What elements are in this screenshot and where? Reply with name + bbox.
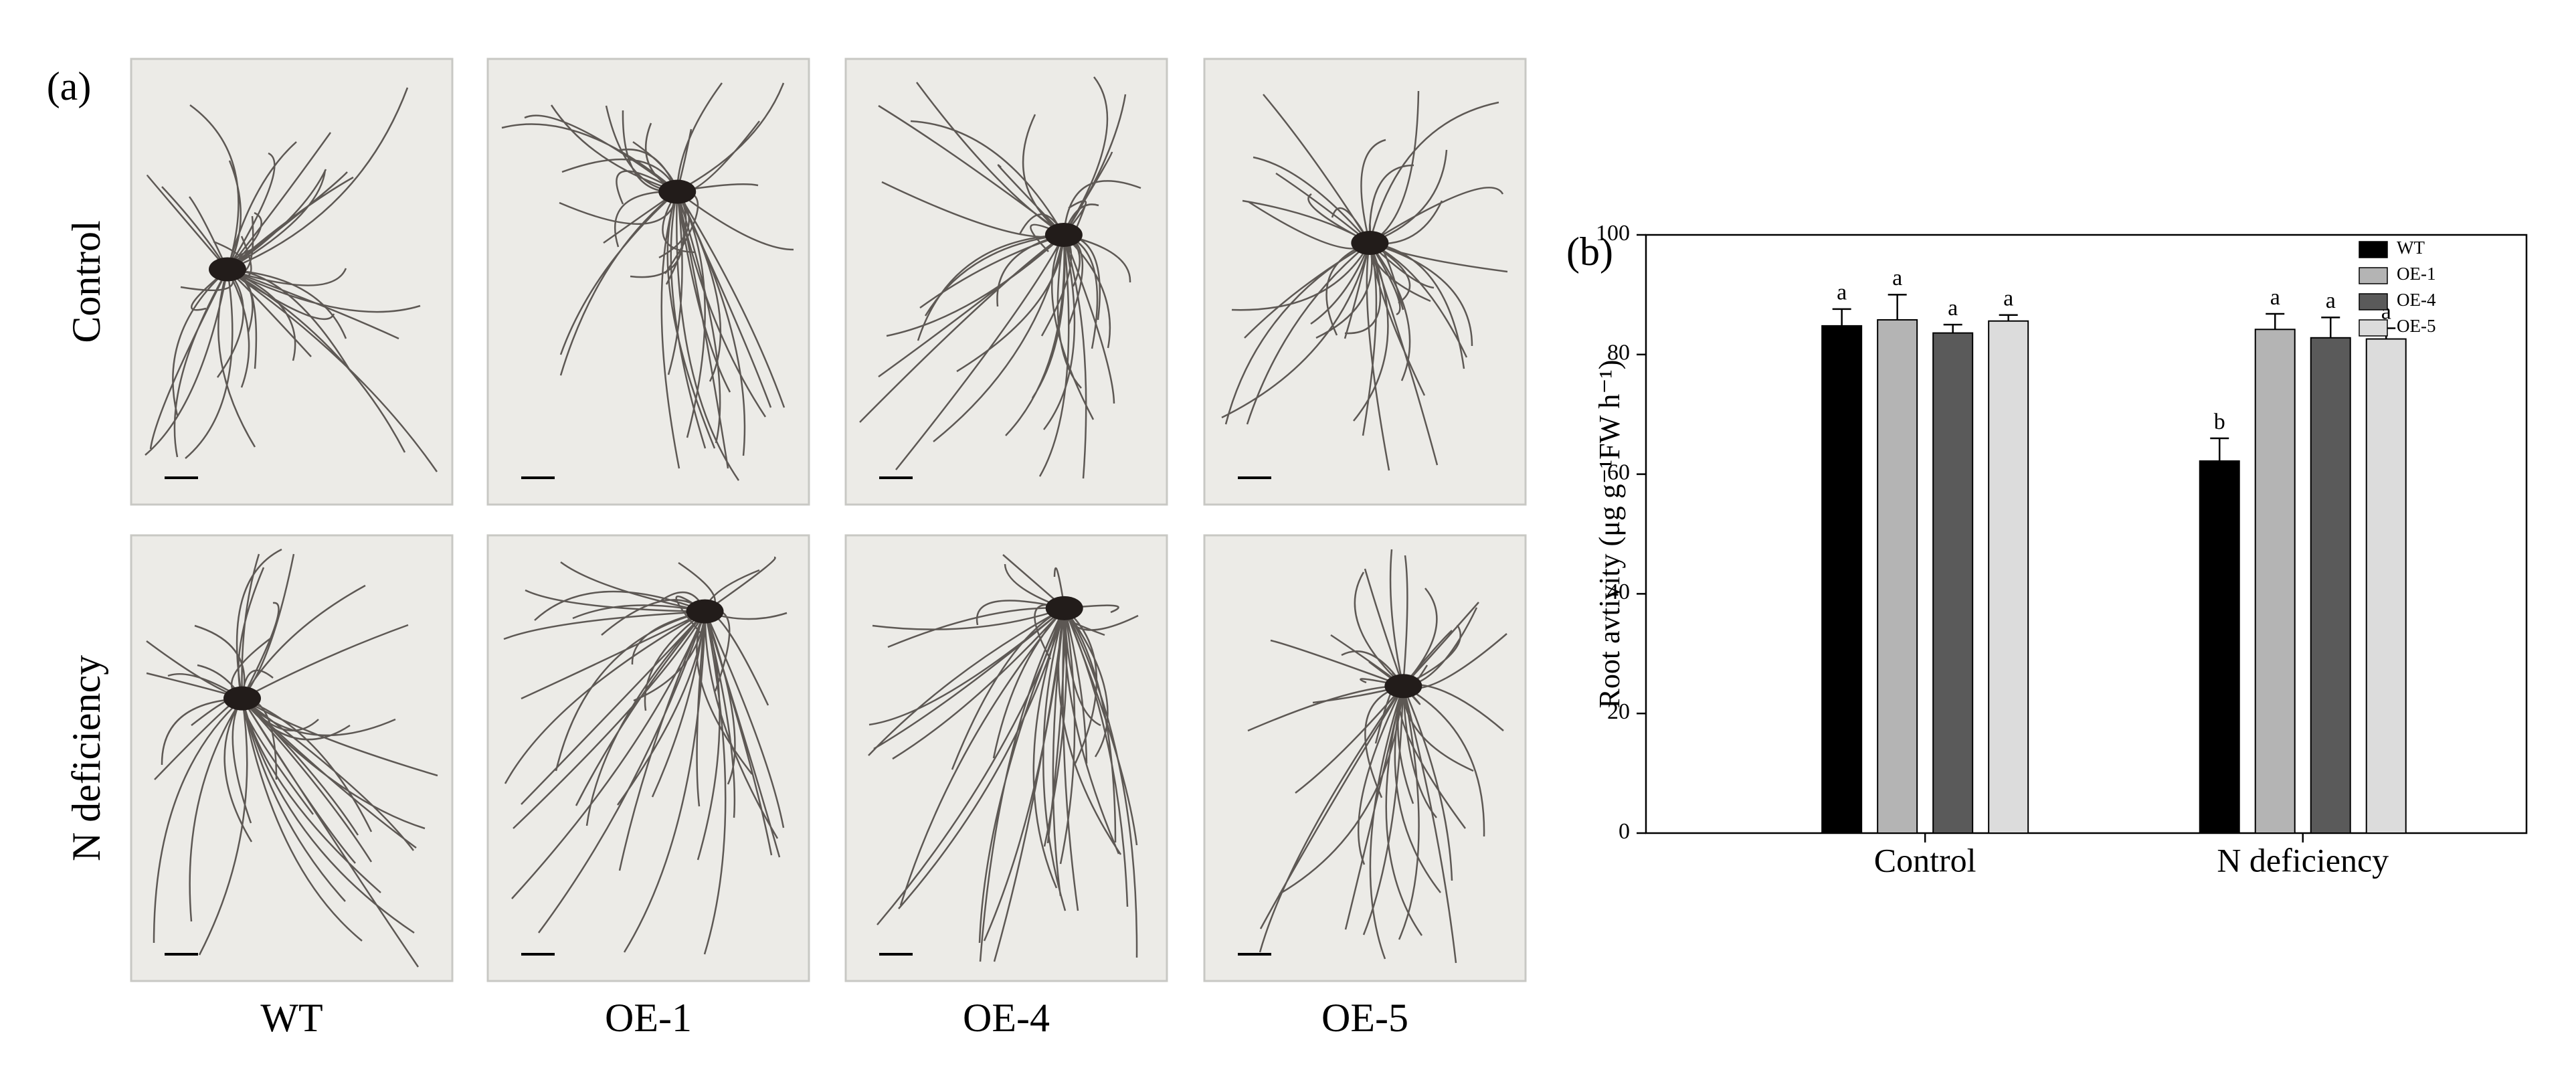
root-photo — [130, 534, 454, 982]
photo-grid — [130, 58, 1527, 982]
y-tick-label: 80 — [1607, 341, 1630, 365]
y-tick-label: 0 — [1619, 819, 1630, 844]
error-bar — [1943, 323, 1962, 333]
legend-swatch — [2359, 319, 2388, 337]
error-bar — [2266, 313, 2285, 330]
legend-swatch — [2359, 293, 2388, 310]
legend-label: OE-4 — [2397, 290, 2436, 310]
bar — [2310, 337, 2351, 834]
legend-label: OE-5 — [2397, 316, 2435, 336]
error-bar — [2210, 437, 2229, 461]
panel-label: (a) — [47, 64, 92, 108]
bar — [1988, 320, 2029, 834]
row-label: Control — [64, 220, 108, 343]
roots — [145, 87, 438, 472]
x-tick-label: Control — [1874, 841, 1976, 879]
plot-frame — [1645, 234, 2528, 834]
roots — [503, 556, 788, 955]
column-label: OE-4 — [963, 996, 1050, 1040]
error-bar — [1888, 294, 1907, 320]
panel-label: (b) — [1566, 230, 1613, 274]
bar — [2199, 460, 2240, 834]
legend-swatch — [2359, 267, 2388, 284]
roots — [1247, 549, 1507, 964]
column-label: OE-1 — [605, 996, 692, 1040]
significance-letter: a — [2003, 286, 2013, 311]
row-label: N deficiency — [64, 655, 108, 861]
legend-label: WT — [2397, 238, 2425, 258]
root-photo — [486, 58, 810, 506]
root-base — [1384, 674, 1422, 699]
bar — [1877, 319, 1918, 834]
significance-letter: a — [2270, 285, 2280, 310]
y-axis-label: Root avtivity (μg g⁻¹FW h⁻¹) — [1593, 360, 1626, 709]
bar — [1821, 325, 1863, 834]
roots — [501, 82, 794, 481]
y-tick-label: 40 — [1607, 579, 1630, 604]
significance-letter: a — [1892, 266, 1902, 290]
root-base — [1045, 596, 1083, 620]
column-label: WT — [260, 996, 323, 1040]
bar — [2254, 329, 2296, 834]
root-photo — [1203, 58, 1527, 506]
root-base — [658, 179, 697, 204]
roots — [868, 554, 1139, 962]
y-tick-label: 20 — [1607, 699, 1630, 724]
legend-swatch — [2359, 241, 2388, 258]
error-bar — [2321, 317, 2340, 338]
root-photo — [1203, 534, 1527, 982]
legend-label: OE-1 — [2397, 264, 2435, 284]
root-base — [1351, 230, 1389, 255]
significance-letter: a — [1837, 280, 1847, 305]
root-base — [223, 686, 261, 711]
root-base — [1044, 223, 1083, 248]
root-base — [209, 257, 247, 282]
bar — [2365, 338, 2407, 834]
column-label: OE-5 — [1321, 996, 1408, 1040]
error-bar — [1999, 314, 2018, 321]
x-tick-label: N deficiency — [2217, 841, 2389, 879]
significance-letter: a — [1948, 296, 1958, 321]
significance-letter: a — [2326, 288, 2336, 313]
significance-letter: b — [2214, 410, 2225, 434]
bar — [1932, 332, 1974, 834]
root-photo — [130, 58, 454, 506]
y-tick-label: 100 — [1596, 221, 1630, 246]
root-base — [686, 599, 724, 624]
y-tick-label: 60 — [1607, 460, 1630, 484]
error-bar — [1832, 308, 1851, 326]
